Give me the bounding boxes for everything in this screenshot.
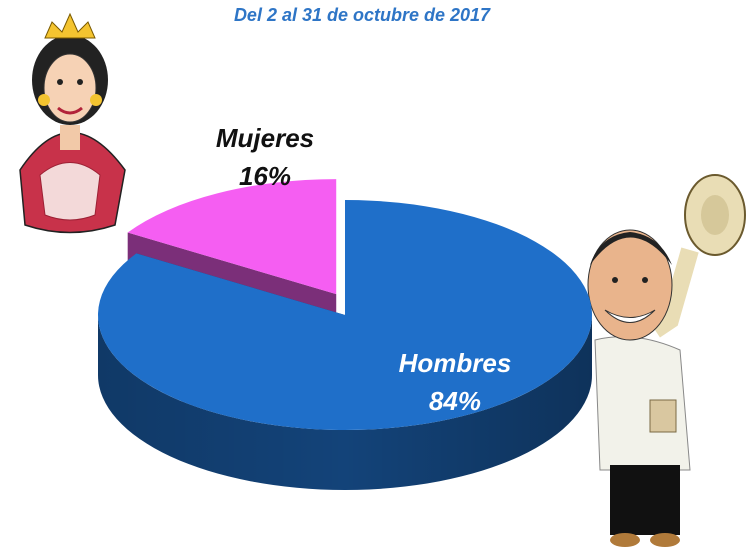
man-illustration <box>587 174 746 547</box>
chart-subtitle: Del 2 al 31 de octubre de 2017 <box>234 5 491 25</box>
category-label: Mujeres <box>216 123 314 153</box>
category-label: Hombres <box>399 348 512 378</box>
value-label: 84% <box>429 386 481 416</box>
value-label: 16% <box>239 161 291 191</box>
slice <box>127 179 337 295</box>
woman-illustration <box>19 12 126 234</box>
slice <box>98 200 593 430</box>
slice-side-shade <box>98 315 592 490</box>
pie <box>98 179 593 490</box>
labels: Hombres 84% Mujeres 16% <box>216 123 511 416</box>
